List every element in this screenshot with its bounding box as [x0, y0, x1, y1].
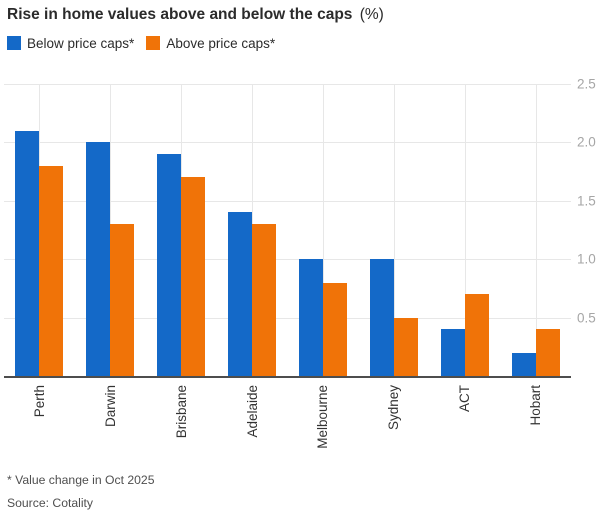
y-tick-label: 1.5 [577, 193, 596, 209]
bar-below-act [440, 329, 465, 376]
y-tick-label: 2.5 [577, 76, 596, 92]
bar-below-perth [15, 130, 40, 376]
gridline-vertical [322, 84, 324, 376]
x-tick-hobart: Hobart [500, 382, 571, 482]
gridline-vertical [535, 84, 537, 376]
legend-label: Above price caps* [166, 35, 276, 51]
legend-swatch-icon [7, 36, 21, 50]
bar-above-melbourne [322, 282, 347, 376]
bar-above-darwin [110, 224, 135, 376]
gridline-horizontal [4, 84, 571, 85]
legend-swatch-icon [146, 36, 161, 50]
y-tick-label: 2.0 [577, 134, 596, 150]
chart-title-text: Rise in home values above and below the … [7, 6, 353, 23]
bar-below-sydney [369, 259, 394, 376]
x-tick-melbourne: Melbourne [287, 382, 358, 482]
y-tick-label: 0.5 [577, 310, 596, 326]
gridline-vertical [393, 84, 395, 376]
chart-title: Rise in home values above and below the … [7, 6, 384, 24]
source-line: Source: Cotality [7, 496, 94, 510]
chart-title-unit: (%) [359, 6, 384, 23]
gridline-vertical [464, 84, 466, 376]
bar-below-darwin [86, 142, 111, 376]
x-tick-perth: Perth [4, 382, 75, 482]
y-tick-label: 1.0 [577, 251, 596, 267]
plot-area [4, 84, 571, 378]
x-tick-darwin: Darwin [75, 382, 146, 482]
bar-above-sydney [393, 317, 418, 376]
x-tick-adelaide: Adelaide [217, 382, 288, 482]
x-tick-label: Perth [31, 385, 47, 418]
x-tick-act: ACT [429, 382, 500, 482]
x-tick-label: Hobart [528, 385, 544, 426]
bar-below-hobart [511, 352, 536, 376]
bar-above-adelaide [252, 224, 277, 376]
x-axis-labels: Perth Darwin Brisbane Adelaide Melbourne Sydn… [4, 382, 571, 482]
legend-item-0: Below price caps* [7, 36, 134, 51]
x-tick-label: Sydney [386, 385, 402, 431]
bar-above-perth [39, 165, 64, 376]
x-tick-label: Brisbane [173, 385, 189, 439]
x-tick-label: Adelaide [244, 385, 260, 438]
footnote: * Value change in Oct 2025 [7, 473, 155, 487]
bar-below-adelaide [228, 212, 253, 376]
legend: Below price caps* Above price caps* [7, 35, 275, 51]
bar-below-brisbane [157, 154, 182, 376]
x-tick-label: Darwin [102, 385, 118, 428]
y-axis: 0.5 1.0 1.5 2.0 2.5 [577, 77, 601, 376]
x-tick-label: ACT [457, 385, 473, 412]
bar-above-hobart [535, 329, 560, 376]
x-tick-sydney: Sydney [358, 382, 429, 482]
legend-label: Below price caps* [27, 35, 135, 51]
x-tick-label: Melbourne [315, 385, 331, 449]
bar-above-act [464, 294, 489, 376]
gridline-horizontal [4, 200, 571, 202]
gridline-horizontal [4, 259, 571, 261]
gridline-horizontal [4, 142, 571, 144]
bar-above-brisbane [181, 177, 206, 376]
gridline-horizontal [4, 317, 571, 319]
legend-item-1: Above price caps* [146, 36, 275, 51]
bar-below-melbourne [298, 259, 323, 376]
x-tick-brisbane: Brisbane [146, 382, 217, 482]
